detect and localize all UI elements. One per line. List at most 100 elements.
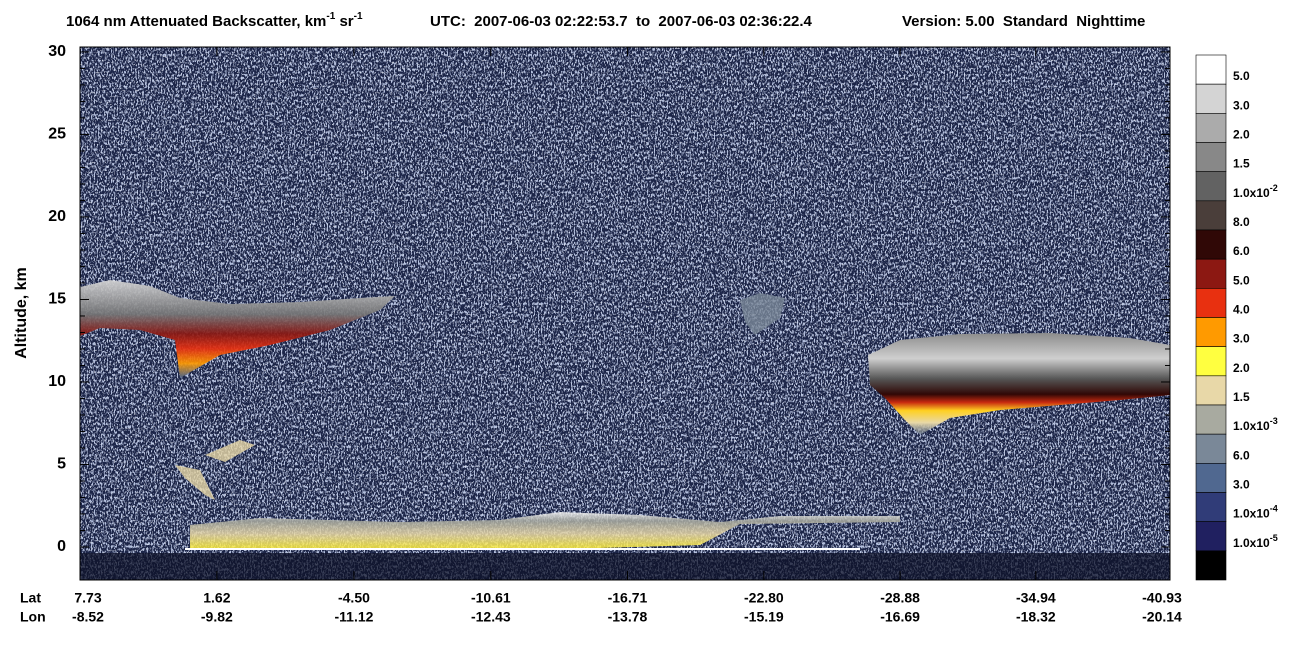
colorbar-label: 3.0 [1233, 332, 1250, 346]
colorbar-swatch [1195, 317, 1227, 347]
title-exponent: -1 [354, 11, 363, 22]
title-main: 1064 nm Attenuated Backscatter, km-1 sr-… [66, 11, 363, 30]
colorbar-label: 1.0x10-3 [1233, 417, 1278, 434]
colorbar-label-base: 6.0 [1233, 449, 1250, 463]
title-utc: UTC: 2007-06-03 02:22:53.7 to 2007-06-03… [430, 13, 813, 30]
x-tick-label-lon: -20.14 [1142, 609, 1182, 625]
colorbar-swatch [1195, 142, 1227, 172]
colorbar-label-base: 1.5 [1233, 390, 1250, 404]
colorbar-label-exponent: -2 [1270, 183, 1278, 193]
colorbar-label-base: 1.0x10 [1233, 536, 1270, 550]
low-cloud [190, 512, 900, 548]
colorbar-label-exponent: -5 [1270, 533, 1278, 543]
x-tick-label: -28.88 [880, 590, 920, 606]
colorbar-label-base: 5.0 [1233, 69, 1250, 83]
colorbar-label-exponent: -4 [1270, 504, 1278, 514]
anvil-cloud [868, 333, 1170, 435]
colorbar-swatch [1195, 433, 1227, 464]
colorbar-label: 1.5 [1233, 390, 1250, 404]
colorbar-label: 5.0 [1233, 274, 1250, 288]
x-tick-label-lon: -8.52 [72, 609, 104, 625]
colorbar-swatch [1195, 171, 1227, 202]
colorbar-swatch [1195, 521, 1227, 552]
colorbar-label-base: 1.0x10 [1233, 507, 1270, 521]
colorbar-swatch [1195, 550, 1227, 581]
plot-frame [79, 46, 1171, 581]
colorbar-swatch [1195, 463, 1227, 493]
colorbar-label: 6.0 [1233, 244, 1250, 258]
colorbar-label-base: 6.0 [1233, 244, 1250, 258]
x-tick-label-lon: -15.19 [744, 609, 784, 625]
colorbar-swatch [1195, 258, 1227, 289]
colorbar-swatch [1195, 54, 1227, 85]
colorbar-label: 1.0x10-4 [1233, 504, 1278, 521]
colorbar-label-base: 3.0 [1233, 99, 1250, 113]
colorbar-label-base: 3.0 [1233, 332, 1250, 346]
colorbar-label: 2.0 [1233, 128, 1250, 142]
y-tick-label: 15 [48, 291, 66, 308]
title-exponent: -1 [326, 11, 335, 22]
y-tick-label: 5 [57, 456, 66, 473]
colorbar-swatch [1195, 404, 1227, 435]
x-tick-label-lon: -11.12 [334, 609, 373, 625]
y-tick-label: 30 [48, 43, 66, 60]
x-row-label: Lon [20, 609, 46, 625]
colorbar-swatch [1195, 200, 1227, 231]
colorbar-label-base: 5.0 [1233, 274, 1250, 288]
x-tick-label: -16.71 [608, 590, 648, 606]
x-tick-label-lon: -12.43 [471, 609, 511, 625]
x-tick-label-lon: -16.69 [880, 609, 920, 625]
plot-area [79, 46, 1171, 581]
colorbar-label: 6.0 [1233, 449, 1250, 463]
y-axis-label: Altitude, km [13, 267, 30, 359]
colorbar-swatch [1195, 83, 1227, 114]
title-unit: sr [335, 13, 354, 30]
colorbar-swatch [1195, 288, 1227, 318]
colorbar-swatch [1195, 375, 1227, 406]
colorbar-label: 1.5 [1233, 157, 1250, 171]
x-tick-label: -22.80 [744, 590, 784, 606]
title-version: Version: 5.00 Standard Nighttime [902, 13, 1145, 30]
x-tick-label: -40.93 [1142, 590, 1182, 606]
colorbar-label: 3.0 [1233, 478, 1250, 492]
title: 1064 nm Attenuated Backscatter, km-1 sr-… [66, 11, 1145, 30]
colorbar-swatch [1195, 492, 1227, 522]
x-tick-label: -10.61 [471, 590, 511, 606]
colorbar-label: 5.0 [1233, 69, 1250, 83]
colorbar-label-base: 1.0x10 [1233, 186, 1270, 200]
colorbar-swatch [1195, 346, 1227, 377]
x-tick-label: 1.62 [203, 590, 230, 606]
y-tick-label: 20 [48, 208, 66, 225]
colorbar-label: 3.0 [1233, 99, 1250, 113]
colorbar-label: 8.0 [1233, 215, 1250, 229]
x-tick-label-lon: -18.32 [1016, 609, 1056, 625]
thin-cloud [740, 293, 785, 335]
y-tick-label: 0 [57, 538, 66, 555]
colorbar-label-base: 3.0 [1233, 478, 1250, 492]
colorbar-label: 1.0x10-5 [1233, 533, 1278, 550]
colorbar-label: 1.0x10-2 [1233, 183, 1278, 200]
colorbar-label-base: 1.5 [1233, 157, 1250, 171]
y-tick-label: 10 [48, 373, 66, 390]
colorbar-label-exponent: -3 [1270, 417, 1278, 427]
colorbar-label: 2.0 [1233, 361, 1250, 375]
colorbar-label-base: 8.0 [1233, 215, 1250, 229]
colorbar-label-base: 4.0 [1233, 303, 1250, 317]
x-tick-label: -34.94 [1016, 590, 1056, 606]
x-row-label: Lat [20, 590, 41, 606]
colorbar-label-base: 2.0 [1233, 361, 1250, 375]
cirrus-cloud [80, 280, 395, 378]
mid-cloud [175, 440, 255, 500]
x-tick-label: -4.50 [338, 590, 370, 606]
y-tick-label: 25 [48, 126, 66, 143]
subsurface [80, 553, 1170, 580]
colorbar-label: 4.0 [1233, 303, 1250, 317]
colorbar-swatch [1195, 229, 1227, 260]
colorbar-label-base: 2.0 [1233, 128, 1250, 142]
colorbar-swatch [1195, 113, 1227, 143]
title-text: 1064 nm Attenuated Backscatter, km [66, 13, 326, 30]
x-tick-label-lon: -9.82 [201, 609, 233, 625]
colorbar-label-base: 1.0x10 [1233, 419, 1270, 433]
x-tick-label-lon: -13.78 [608, 609, 648, 625]
